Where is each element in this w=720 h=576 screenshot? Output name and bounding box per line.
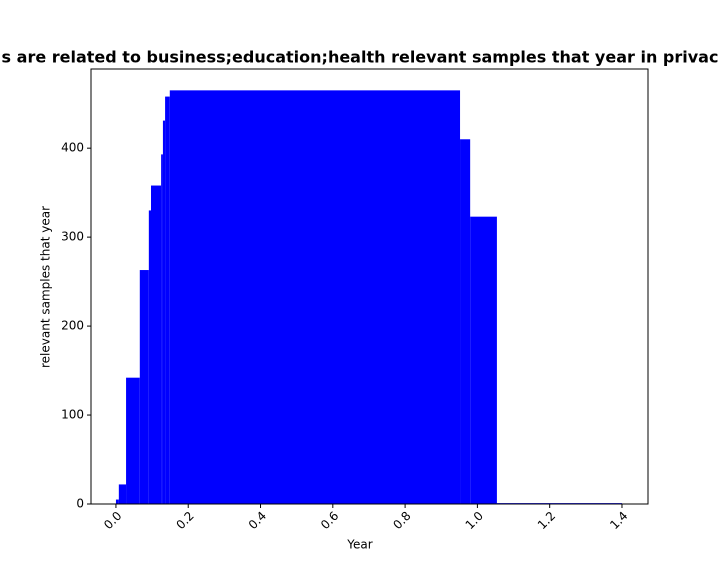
bar bbox=[165, 96, 170, 504]
chart-title: s are related to business;education;heal… bbox=[2, 48, 719, 67]
y-tick-label: 200 bbox=[61, 319, 84, 333]
bar bbox=[161, 154, 163, 504]
y-tick-label: 0 bbox=[76, 497, 84, 511]
bar bbox=[460, 139, 471, 505]
bar bbox=[126, 377, 140, 504]
y-tick-label: 100 bbox=[61, 408, 84, 422]
bar bbox=[139, 270, 149, 504]
y-tick-label: 400 bbox=[61, 141, 84, 155]
bar bbox=[151, 185, 162, 504]
bar bbox=[470, 216, 497, 505]
x-axis-label: Year bbox=[346, 538, 372, 552]
bar bbox=[118, 484, 127, 504]
bar bbox=[115, 499, 119, 504]
y-tick-label: 300 bbox=[61, 230, 84, 244]
bar bbox=[148, 210, 152, 504]
bar bbox=[169, 90, 461, 504]
plot-frame bbox=[90, 68, 649, 505]
y-axis-label: relevant samples that year bbox=[39, 206, 53, 368]
bar bbox=[162, 120, 166, 504]
